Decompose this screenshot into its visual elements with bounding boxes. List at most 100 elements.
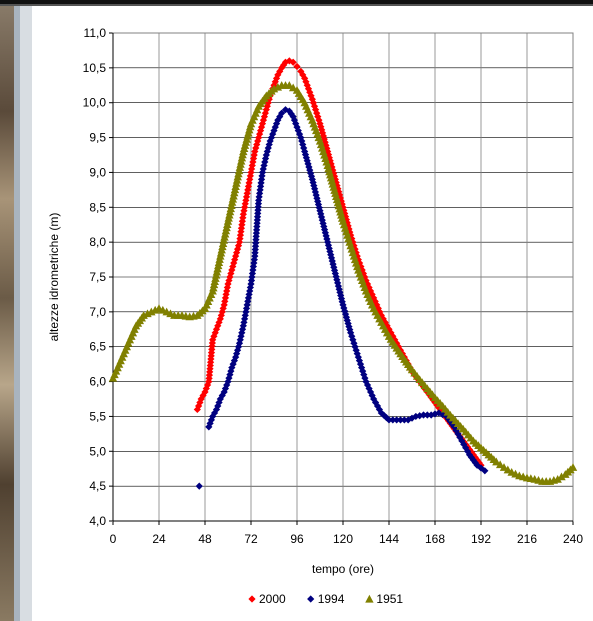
data-point-1994 xyxy=(242,308,250,316)
x-tick-label: 144 xyxy=(379,532,399,546)
data-point-2000 xyxy=(315,116,323,124)
data-point-1994 xyxy=(246,283,254,292)
data-point-1994 xyxy=(321,225,329,234)
data-point-2000 xyxy=(223,283,231,292)
data-point-1994 xyxy=(272,120,281,128)
data-point-1994 xyxy=(224,377,232,386)
data-point-2000 xyxy=(475,459,483,467)
data-point-1951 xyxy=(553,474,562,483)
data-point-2000 xyxy=(220,301,228,309)
data-point-2000 xyxy=(371,297,379,305)
data-point-1994 xyxy=(304,160,312,168)
data-point-2000 xyxy=(223,287,231,295)
data-point-2000 xyxy=(367,287,375,295)
data-point-2000 xyxy=(467,448,476,456)
data-point-1994 xyxy=(310,182,318,190)
data-point-1994 xyxy=(311,188,319,196)
y-tick-labels: 4,0 4,5 5,0 5,5 6,0 6,5 7,0 7,5 8,0 8,5 9,0 9,5 10,0… xyxy=(83,26,107,528)
data-point-2000 xyxy=(341,209,349,218)
data-point-1994 xyxy=(243,301,251,309)
data-point-2000 xyxy=(272,74,281,82)
data-point-1994 xyxy=(285,107,293,115)
y-tick-label: 6,0 xyxy=(89,375,106,389)
data-point-1994 xyxy=(305,163,313,171)
y-tick-label: 10,5 xyxy=(83,61,107,75)
data-point-1994 xyxy=(312,191,320,199)
data-point-2000 xyxy=(377,311,385,319)
data-point-1951 xyxy=(495,460,505,469)
data-point-2000 xyxy=(337,197,345,205)
data-point-1994 xyxy=(249,262,257,271)
data-point-1994 xyxy=(271,123,279,131)
data-point-1994 xyxy=(330,263,338,271)
data-point-1994 xyxy=(427,411,435,419)
data-point-1994 xyxy=(301,147,309,156)
data-point-2000 xyxy=(314,113,322,121)
legend-item-1951: 1951 xyxy=(365,592,403,606)
data-point-1994 xyxy=(337,291,345,300)
window-edge xyxy=(14,0,20,621)
data-point-2000 xyxy=(318,126,326,134)
data-point-1994 xyxy=(321,229,329,237)
data-point-2000 xyxy=(193,405,201,414)
data-point-1994 xyxy=(313,194,321,202)
y-tick-label: 4,5 xyxy=(89,479,106,493)
data-point-1994 xyxy=(233,346,242,354)
x-tick-label: 168 xyxy=(425,532,445,546)
data-point-1994 xyxy=(446,418,454,426)
data-point-2000 xyxy=(321,138,329,146)
data-point-2000 xyxy=(219,304,227,312)
data-point-1994 xyxy=(393,416,401,424)
data-point-2000 xyxy=(309,99,318,107)
data-point-2000 xyxy=(334,185,342,193)
data-point-2000 xyxy=(251,147,259,156)
data-point-1994 xyxy=(241,315,249,323)
chart-legend: 2000 1994 1951 xyxy=(248,592,403,606)
data-point-2000 xyxy=(376,308,384,316)
chart-axes xyxy=(109,32,574,525)
data-point-1994 xyxy=(354,353,362,361)
data-point-1994 xyxy=(419,411,428,419)
chart-grid xyxy=(112,32,574,522)
y-tick-label: 8,0 xyxy=(89,235,106,249)
data-point-1994 xyxy=(481,467,489,475)
data-point-2000 xyxy=(383,322,391,330)
data-point-2000 xyxy=(327,160,335,168)
data-point-1994 xyxy=(467,453,476,461)
data-point-1994 xyxy=(396,416,405,424)
data-point-1994 xyxy=(416,412,424,420)
data-point-1994 xyxy=(375,405,384,414)
data-point-1994 xyxy=(311,185,319,193)
data-point-1994 xyxy=(382,413,391,422)
x-tick-label: 240 xyxy=(563,532,583,546)
data-point-2000 xyxy=(217,311,225,319)
data-point-1994 xyxy=(355,357,364,365)
data-point-2000 xyxy=(324,151,333,159)
data-point-1994 xyxy=(281,106,290,114)
data-point-2000 xyxy=(216,315,224,323)
data-point-1994 xyxy=(358,364,366,372)
data-point-1994 xyxy=(227,367,235,375)
data-point-2000 xyxy=(330,172,339,180)
data-point-1994 xyxy=(298,137,306,145)
data-point-2000 xyxy=(307,92,315,100)
data-point-1994 xyxy=(195,482,203,490)
data-point-1994 xyxy=(259,165,267,173)
data-point-1994 xyxy=(341,307,349,315)
data-point-1994 xyxy=(336,288,344,296)
x-tick-label: 72 xyxy=(244,532,258,546)
legend-item-2000: 2000 xyxy=(248,592,286,606)
data-point-1994 xyxy=(261,158,269,166)
data-point-2000 xyxy=(349,238,357,246)
data-point-2000 xyxy=(356,259,364,267)
legend-marker-2000 xyxy=(248,595,256,603)
data-point-2000 xyxy=(215,318,223,326)
data-point-1994 xyxy=(229,360,237,368)
data-point-1994 xyxy=(423,411,431,419)
data-point-1994 xyxy=(323,235,331,243)
data-point-2000 xyxy=(352,249,360,257)
x-tick-label: 192 xyxy=(471,532,491,546)
data-point-1994 xyxy=(307,172,316,180)
data-point-1994 xyxy=(335,285,343,293)
